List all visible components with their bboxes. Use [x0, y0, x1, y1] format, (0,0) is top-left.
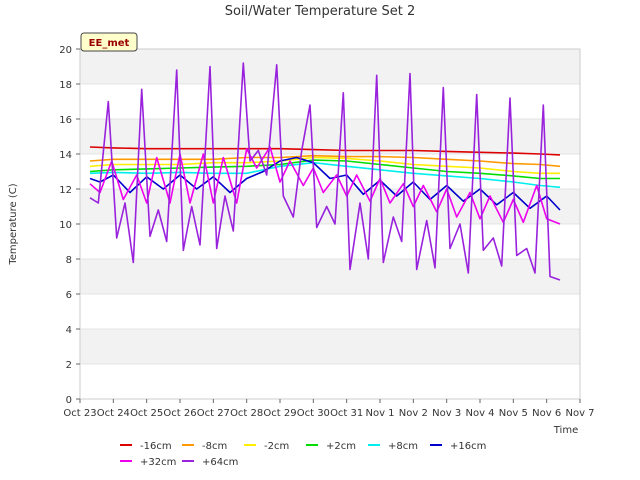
series-lines [89, 62, 561, 281]
y-tick-label: 12 [59, 185, 72, 196]
legend-label: +16cm [450, 441, 486, 452]
legend-item: -16cm [120, 441, 172, 452]
chart-title: Soil/Water Temperature Set 2 [225, 4, 416, 19]
x-tick-label: Oct 28 [230, 408, 263, 419]
legend-label: +64cm [202, 457, 238, 468]
x-tick-label: Oct 24 [97, 408, 130, 419]
series-line-+64cm [89, 62, 561, 281]
y-tick-label: 14 [59, 150, 72, 161]
y-tick-label: 0 [66, 395, 72, 406]
y-axis-label: Temperature (C) [8, 183, 19, 265]
x-tick-label: Nov 1 [365, 408, 394, 419]
badge-label: EE_met [89, 38, 130, 49]
x-tick-label: Oct 30 [297, 408, 330, 419]
x-tick-label: Oct 29 [263, 408, 296, 419]
x-tick-label: Nov 5 [499, 408, 528, 419]
x-axis-label: Time [553, 425, 578, 436]
y-tick-label: 16 [59, 115, 72, 126]
background-band [80, 259, 580, 294]
ee-met-badge: EE_met [80, 32, 138, 52]
x-tick-label: Oct 25 [130, 408, 163, 419]
legend-label: +8cm [388, 441, 418, 452]
x-tick-label: Nov 3 [432, 408, 461, 419]
legend-item: +32cm [120, 457, 176, 468]
x-tick-label: Oct 23 [63, 408, 96, 419]
y-tick-label: 8 [66, 255, 72, 266]
y-tick-label: 4 [66, 325, 72, 336]
y-tick-label: 2 [66, 360, 72, 371]
legend: -16cm -8cm -2cm +2cm +8cm +16cm +32cm +64cm [120, 441, 486, 468]
x-tick-label: Nov 2 [399, 408, 428, 419]
y-axis: 0 2 4 6 8 10 12 14 16 18 20 [59, 45, 80, 406]
legend-label: +2cm [326, 441, 356, 452]
legend-item: -2cm [244, 441, 289, 452]
legend-item: +8cm [368, 441, 418, 452]
background-band [80, 49, 580, 84]
series-line-+2cm [89, 159, 560, 180]
series-line-+8cm [89, 161, 561, 189]
y-tick-label: 10 [59, 220, 72, 231]
series-line--16cm [89, 146, 561, 156]
legend-label: -8cm [202, 441, 227, 452]
x-tick-label: Oct 31 [330, 408, 363, 419]
series-line--2cm [89, 156, 560, 175]
x-tick-label: Oct 26 [163, 408, 196, 419]
legend-item: +2cm [306, 441, 356, 452]
y-tick-label: 6 [66, 290, 72, 301]
background-band [80, 189, 580, 224]
series-line--8cm [89, 154, 561, 168]
x-tick-label: Nov 7 [565, 408, 594, 419]
badge-box [80, 32, 138, 52]
x-tick-label: Nov 4 [465, 408, 494, 419]
y-tick-label: 20 [59, 45, 72, 56]
legend-label: +32cm [140, 457, 176, 468]
legend-item: +16cm [430, 441, 486, 452]
legend-label: -2cm [264, 441, 289, 452]
x-tick-label: Nov 6 [532, 408, 561, 419]
x-tick-label: Oct 27 [197, 408, 230, 419]
background-band [80, 329, 580, 364]
legend-label: -16cm [140, 441, 172, 452]
legend-item: -8cm [182, 441, 227, 452]
series-line-+32cm [89, 146, 561, 225]
y-tick-label: 18 [59, 80, 72, 91]
series-line-+16cm [89, 156, 561, 211]
x-axis: Oct 23 Oct 24 Oct 25 Oct 26 Oct 27 Oct 28 Oct … [63, 399, 595, 419]
legend-item: +64cm [182, 457, 238, 468]
